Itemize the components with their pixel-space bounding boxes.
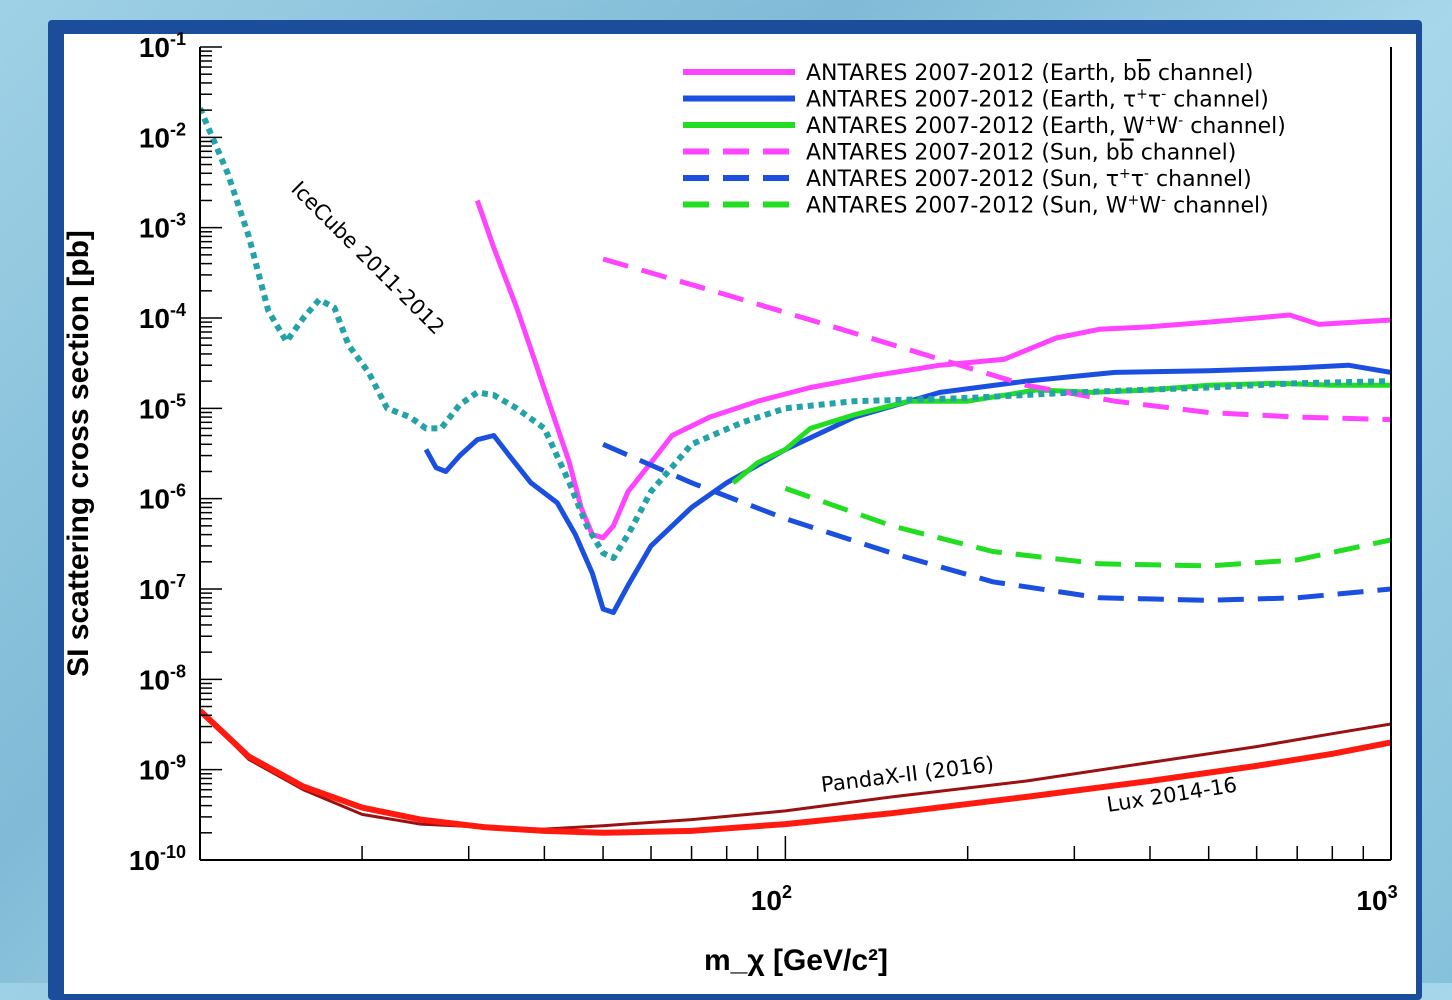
series-line-0 xyxy=(474,199,1391,541)
axes-layer xyxy=(199,46,1392,861)
y-tick-label: 10-10 xyxy=(129,842,186,876)
y-axis-title: SI scattering cross section [pb] xyxy=(62,230,95,677)
legend-entry-3: ANTARES 2007-2012 (Sun, bb channel) xyxy=(806,141,1236,166)
series-line-6 xyxy=(200,107,1391,562)
legend: ANTARES 2007-2012 (Earth, bb channel)ANT… xyxy=(683,61,1286,219)
x-tick-label: 103 xyxy=(1356,882,1397,916)
x-axis-title: m_χ [GeV/c²] xyxy=(704,944,888,977)
legend-entry-5: ANTARES 2007-2012 (Sun, W+W- channel) xyxy=(806,193,1269,219)
tick-labels-layer: 10-1 10-2 10-3 10-4 10-5 10-6 10-7 10-8 10-9 10-1… xyxy=(129,29,1398,916)
y-tick-label: 10-9 xyxy=(139,752,186,786)
series-line-7 xyxy=(200,709,1391,831)
legend-entry-1: ANTARES 2007-2012 (Earth, τ+τ- channel) xyxy=(806,87,1269,113)
y-tick-label: 10-2 xyxy=(139,119,186,153)
series-line-8 xyxy=(200,708,1391,836)
x-tick-label: 102 xyxy=(751,882,792,916)
series-line-2 xyxy=(731,380,1391,485)
series-line-1 xyxy=(423,362,1391,615)
y-tick-label: 10-5 xyxy=(139,390,186,424)
y-tick-label: 10-7 xyxy=(139,571,186,605)
series-line-3 xyxy=(602,256,1391,423)
legend-entry-2: ANTARES 2007-2012 (Earth, W+W- channel) xyxy=(806,113,1286,139)
annotation-1: PandaX-II (2016) xyxy=(820,752,996,797)
y-tick-label: 10-1 xyxy=(139,29,186,63)
y-tick-label: 10-3 xyxy=(139,210,186,244)
legend-entry-4: ANTARES 2007-2012 (Sun, τ+τ- channel) xyxy=(806,166,1252,192)
y-tick-label: 10-6 xyxy=(139,481,186,515)
annotation-0: IceCube 2011-2012 xyxy=(286,177,449,340)
y-tick-label: 10-4 xyxy=(139,300,186,334)
y-tick-label: 10-8 xyxy=(139,661,186,695)
legend-entry-0: ANTARES 2007-2012 (Earth, bb channel) xyxy=(806,61,1253,86)
series-line-5 xyxy=(784,486,1391,569)
series-layer xyxy=(200,107,1391,836)
chart-panel xyxy=(64,34,1416,994)
series-line-4 xyxy=(602,442,1391,603)
